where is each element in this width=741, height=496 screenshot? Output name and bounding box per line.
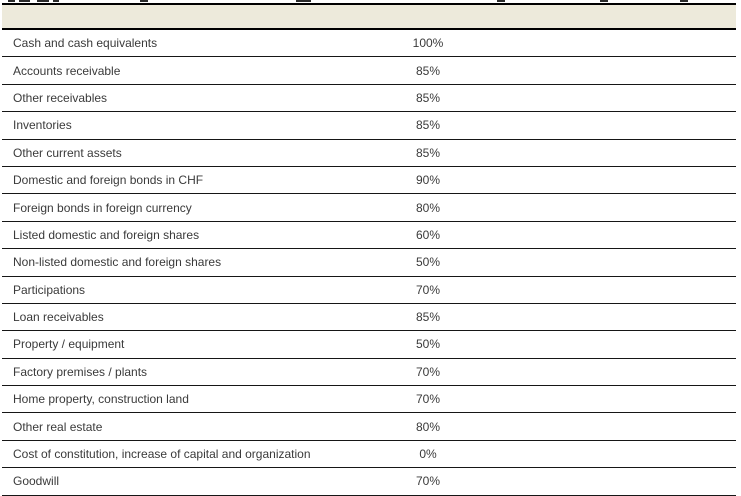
row-label: Cost of constitution, increase of capita… xyxy=(13,447,311,462)
row-label: Other receivables xyxy=(13,90,108,105)
table-row: Cost of constitution, increase of capita… xyxy=(2,440,736,469)
row-value: 85% xyxy=(415,310,441,325)
row-label: Participations xyxy=(13,282,86,297)
text-fragment xyxy=(53,0,59,2)
table-row: Participations 70% xyxy=(2,276,736,304)
table-body: Cash and cash equivalents 100% Accounts … xyxy=(2,30,736,496)
row-label: Other real estate xyxy=(13,419,103,434)
row-value: 80% xyxy=(415,200,441,215)
table-header-band xyxy=(2,3,736,30)
asset-table: Cash and cash equivalents 100% Accounts … xyxy=(2,30,736,496)
text-fragment xyxy=(37,0,49,2)
row-label: Home property, construction land xyxy=(13,392,189,407)
table-row: Other receivables 85% xyxy=(2,84,736,113)
row-value: 70% xyxy=(415,364,441,379)
row-label: Foreign bonds in foreign currency xyxy=(13,200,192,215)
table-row: Listed domestic and foreign shares 60% xyxy=(2,221,736,250)
text-fragment xyxy=(600,0,608,2)
table-row: Domestic and foreign bonds in CHF 90% xyxy=(2,166,736,195)
row-label: Listed domestic and foreign shares xyxy=(13,227,200,242)
row-value: 90% xyxy=(415,173,441,188)
row-value: 85% xyxy=(415,90,441,105)
clipped-text-remnant xyxy=(0,0,741,3)
table-row: Other real estate 80% xyxy=(2,413,736,441)
row-label: Accounts receivable xyxy=(13,63,121,78)
row-label: Goodwill xyxy=(13,474,60,489)
row-value: 50% xyxy=(415,337,441,352)
table-row: Loan receivables 85% xyxy=(2,303,736,332)
table-row: Cash and cash equivalents 100% xyxy=(2,30,736,58)
row-label: Domestic and foreign bonds in CHF xyxy=(13,173,204,188)
row-value: 70% xyxy=(415,474,441,489)
row-value: 70% xyxy=(415,392,441,407)
table-row: Factory premises / plants 70% xyxy=(2,358,736,387)
table-row: Foreign bonds in foreign currency 80% xyxy=(2,194,736,222)
text-fragment xyxy=(296,0,311,2)
row-label: Non-listed domestic and foreign shares xyxy=(13,255,222,270)
table-row: Property / equipment 50% xyxy=(2,331,736,359)
text-fragment xyxy=(140,0,148,2)
row-label: Property / equipment xyxy=(13,337,125,352)
row-value: 85% xyxy=(415,118,441,133)
row-value: 0% xyxy=(419,447,437,462)
table-row: Accounts receivable 85% xyxy=(2,57,736,85)
text-fragment xyxy=(680,0,688,2)
row-label: Other current assets xyxy=(13,145,122,160)
row-value: 70% xyxy=(415,282,441,297)
text-fragment xyxy=(497,0,505,2)
row-value: 50% xyxy=(415,255,441,270)
row-value: 80% xyxy=(415,419,441,434)
row-value: 60% xyxy=(415,227,441,242)
row-value: 100% xyxy=(412,36,444,51)
table-row: Home property, construction land 70% xyxy=(2,386,736,414)
text-fragment xyxy=(19,0,30,2)
table-row: Inventories 85% xyxy=(2,112,736,140)
row-label: Loan receivables xyxy=(13,310,104,325)
table-row: Non-listed domestic and foreign shares 5… xyxy=(2,249,736,277)
row-label: Factory premises / plants xyxy=(13,364,148,379)
table-row: Other current assets 85% xyxy=(2,139,736,167)
row-label: Cash and cash equivalents xyxy=(13,36,158,51)
row-value: 85% xyxy=(415,145,441,160)
row-value: 85% xyxy=(415,63,441,78)
text-fragment xyxy=(8,0,15,2)
table-row: Goodwill 70% xyxy=(2,468,736,496)
row-label: Inventories xyxy=(13,118,72,133)
